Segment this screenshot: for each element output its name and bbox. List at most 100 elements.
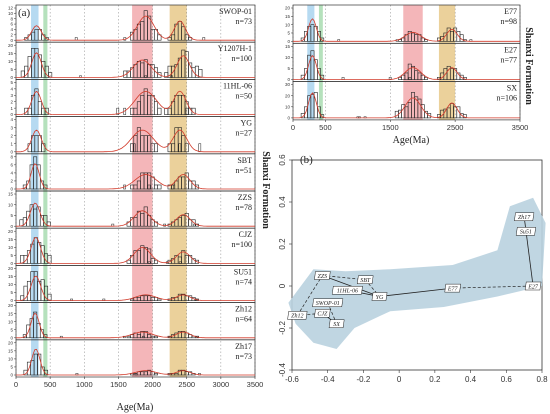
y-tick-label: 3 [10, 93, 13, 98]
y-tick-label: 2 [10, 32, 13, 37]
sample-count-label: n=100 [231, 54, 252, 63]
y-tick-label: 0 [10, 187, 13, 192]
mds-point-label: SWOP-01 [316, 301, 340, 307]
histogram-bar [153, 184, 158, 190]
kde-curve [16, 202, 255, 227]
histogram-bar [424, 39, 428, 42]
histogram-bar [116, 107, 120, 115]
mds-link-dashed [327, 302, 337, 324]
y-tick-label: 0 [10, 75, 13, 80]
kde-curve [16, 348, 255, 376]
kde-curve [16, 237, 255, 264]
kde-curve [293, 18, 520, 42]
histogram-bar [424, 77, 428, 80]
y-tick-label: 20 [285, 93, 291, 98]
sample-count-label: n=100 [231, 240, 252, 249]
sample-name-label: E27 [504, 45, 517, 54]
sample-name-label: 11HL-06 [223, 81, 252, 90]
y-tick-label: 0 [10, 38, 13, 43]
kde-curve [16, 52, 255, 78]
sample-count-label: n=74 [235, 277, 252, 286]
y-tick-label: 4 [10, 117, 13, 122]
y-tick-label: 0 [10, 112, 13, 117]
sample-panel-y1207h-1: 0 5 10 15 20 Y1207H-1n=100 [8, 41, 256, 80]
y-tick-label: 10 [8, 319, 14, 324]
sample-count-label: n=50 [235, 91, 252, 100]
mds-point-label: Zh17 [518, 215, 531, 221]
mds-point-box [371, 292, 388, 301]
mds-point-box [444, 283, 461, 293]
x-tick-label: 0.2 [429, 375, 441, 384]
y-tick-label: 10 [8, 282, 14, 287]
mds-point-box [524, 281, 542, 291]
x-tick-label: 3500 [247, 380, 264, 389]
kde-curve [16, 312, 255, 339]
histogram-bar [157, 184, 162, 190]
histogram-bar [153, 335, 158, 339]
y-tick-label: 20 [285, 6, 291, 11]
kde-curve [293, 54, 520, 80]
y-tick-label: 10 [285, 55, 291, 60]
histogram-bar [320, 37, 325, 42]
x-tick-label: 500 [44, 380, 57, 389]
y-tick-label: 10 [8, 245, 14, 250]
histogram-bar [147, 184, 151, 190]
histogram-bar [27, 56, 32, 78]
sample-name-label: CJZ [239, 230, 252, 239]
sample-panel-sx: 0 10 20 30 SXn=106 [285, 81, 521, 121]
x-tick-label: 2500 [447, 123, 464, 132]
x-tick-label: 1000 [76, 380, 93, 389]
panel-frame [15, 339, 256, 378]
y-tick-label: 0 [10, 224, 13, 229]
histogram-bar [184, 143, 189, 153]
age-band [318, 5, 323, 120]
y-tick-label: 0.4 [278, 196, 287, 208]
sample-count-label: n=51 [235, 166, 252, 175]
mds-point-label: E27 [527, 284, 539, 290]
mds-point-label: Su51 [520, 230, 532, 236]
histogram-bar [153, 373, 158, 376]
x-tick-label: 3000 [213, 380, 230, 389]
sample-count-label: n=64 [235, 315, 252, 324]
histogram-bar [157, 107, 162, 115]
mds-point-box [515, 227, 536, 236]
y-tick-label: 15 [8, 311, 14, 316]
sample-name-label: Y1207H-1 [218, 44, 252, 53]
sample-count-label: n=78 [235, 203, 252, 212]
sample-count-label: n=98 [500, 17, 517, 26]
histogram-bar [317, 106, 321, 119]
histogram-bar [157, 298, 162, 301]
y-tick-label: 3 [10, 125, 13, 130]
kde-curve [16, 129, 255, 153]
y-tick-label: 15 [8, 51, 14, 56]
y-tick-label: 5 [10, 290, 13, 295]
sample-name-label: SWOP-01 [219, 7, 252, 16]
panel-a-label: (a) [18, 7, 31, 19]
y-tick-label: 5 [10, 67, 13, 72]
histogram-bar [456, 106, 461, 119]
histogram-bar [37, 101, 42, 115]
histogram-bar [193, 223, 196, 227]
x-axis-label-right: Age(Ma) [393, 135, 430, 146]
mds-point-box [312, 298, 344, 308]
sample-count-label: n=73 [235, 17, 252, 26]
histogram-bar [317, 68, 321, 80]
y-tick-label: 5 [10, 80, 13, 85]
histogram-bar [144, 75, 148, 78]
histogram-bar [194, 184, 199, 190]
histogram-bar [170, 75, 173, 78]
y-tick-label: 15 [8, 237, 14, 242]
histogram-bar [157, 72, 162, 78]
sample-count-label: n=73 [235, 352, 252, 361]
sample-panel-11hl-06: 01 23 45 11HL-06n=50 [10, 79, 256, 117]
y-tick-label: 30 [285, 82, 291, 87]
y-tick-label: 0 [287, 39, 290, 44]
x-tick-label: 500 [319, 123, 332, 132]
x-tick-label: -0.4 [321, 375, 335, 384]
sample-name-label: SBT [237, 156, 252, 165]
histogram-bar [39, 329, 44, 339]
y-tick-label: 2 [10, 179, 13, 184]
y-tick-label: 0 [287, 116, 290, 121]
mds-point-box [314, 309, 331, 318]
sample-name-label: ZZS [238, 193, 252, 202]
